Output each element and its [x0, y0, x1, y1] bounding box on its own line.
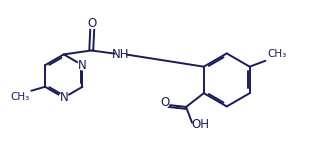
Text: CH₃: CH₃: [10, 92, 29, 102]
Text: N: N: [59, 91, 68, 104]
Circle shape: [160, 98, 169, 108]
Text: O: O: [88, 17, 97, 30]
Circle shape: [78, 61, 87, 70]
Text: N: N: [78, 59, 87, 72]
Circle shape: [88, 19, 97, 29]
Text: O: O: [160, 97, 169, 109]
Text: NH: NH: [112, 48, 129, 61]
Circle shape: [59, 93, 68, 102]
Text: CH₃: CH₃: [267, 49, 287, 59]
Circle shape: [116, 50, 125, 59]
Circle shape: [196, 120, 205, 129]
Text: OH: OH: [192, 118, 210, 131]
